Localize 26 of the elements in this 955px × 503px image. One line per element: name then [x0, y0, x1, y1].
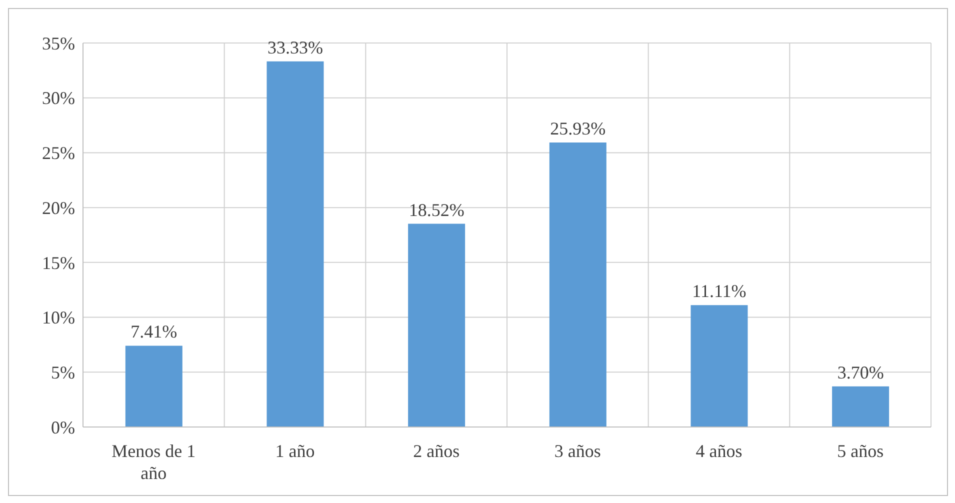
data-label: 18.52%: [408, 200, 464, 220]
data-label: 33.33%: [267, 37, 323, 58]
y-tick-label: 0%: [51, 417, 75, 438]
data-label: 7.41%: [130, 322, 178, 342]
x-tick-label: 5 años: [837, 441, 884, 461]
y-tick-label: 35%: [42, 33, 75, 54]
bar: [690, 305, 748, 427]
x-tick-label: Menos de 1 año: [112, 441, 196, 483]
y-tick-label: 15%: [42, 252, 75, 273]
data-label: 3.70%: [837, 362, 884, 382]
y-tick-label: 10%: [42, 308, 75, 328]
x-tick-label: 2 años: [413, 441, 460, 461]
x-tick-label: 4 años: [696, 441, 742, 461]
data-label: 11.11%: [692, 281, 746, 302]
bar: [408, 224, 466, 427]
bar: [125, 346, 182, 427]
y-tick-label: 20%: [42, 198, 75, 218]
x-tick-label: 1 año: [275, 441, 315, 461]
y-tick-label: 25%: [42, 143, 75, 164]
y-tick-label: 30%: [42, 88, 75, 108]
y-tick-label: 5%: [51, 362, 75, 383]
x-tick-label: 3 años: [554, 441, 601, 461]
data-label: 25.93%: [550, 118, 606, 139]
bar: [832, 386, 890, 427]
bar: [266, 61, 324, 427]
bar: [549, 142, 606, 427]
